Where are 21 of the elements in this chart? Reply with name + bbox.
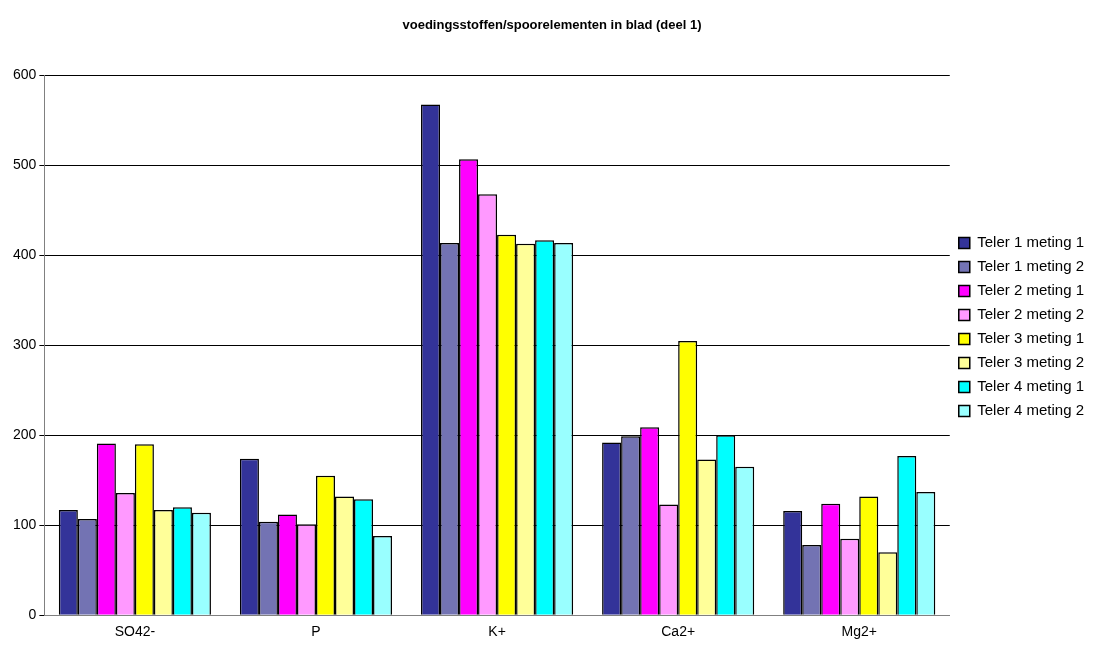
x-tick-label: Ca2+ bbox=[661, 623, 696, 640]
y-tick-label: 500 bbox=[13, 156, 37, 173]
legend-label: Teler 2 meting 2 bbox=[977, 305, 1085, 323]
x-tick-label: SO42- bbox=[114, 623, 156, 640]
chart-title: voedingsstoffen/spoorelementen in blad (deel 1) bbox=[402, 17, 702, 33]
legend-label: Teler 4 meting 2 bbox=[977, 401, 1085, 419]
y-tick-label: 100 bbox=[13, 516, 37, 533]
y-tick-label: 200 bbox=[13, 426, 37, 443]
y-tick-label: 400 bbox=[13, 246, 37, 263]
legend-label: Teler 3 meting 1 bbox=[977, 329, 1085, 347]
legend-label: Teler 1 meting 2 bbox=[977, 257, 1085, 275]
x-tick-label: P bbox=[311, 623, 321, 640]
legend-label: Teler 3 meting 2 bbox=[977, 353, 1085, 371]
y-tick-label: 300 bbox=[13, 336, 37, 353]
x-tick-label: K+ bbox=[488, 623, 506, 640]
legend-label: Teler 4 meting 1 bbox=[977, 377, 1085, 395]
y-tick-label: 0 bbox=[28, 606, 37, 623]
x-tick-label: Mg2+ bbox=[841, 623, 877, 640]
y-tick-label: 600 bbox=[13, 66, 37, 83]
legend-label: Teler 1 meting 1 bbox=[977, 233, 1085, 251]
legend-label: Teler 2 meting 1 bbox=[977, 281, 1085, 299]
